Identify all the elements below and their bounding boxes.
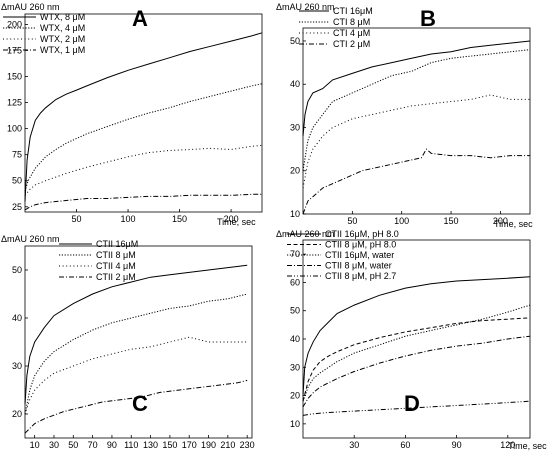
x-tick-label: 50 <box>72 214 82 224</box>
x-tick-label: 210 <box>220 440 235 450</box>
plot-frame <box>302 27 531 215</box>
series-line-2 <box>24 83 263 192</box>
series-line-3 <box>24 144 263 196</box>
y-tick-label: 125 <box>7 98 22 108</box>
x-axis-label: Time, sec <box>494 219 533 229</box>
panel-c: 20 30 40 50 10 30 50 70 90 110 130 150 170 190 210 230 Δ… <box>1 234 255 450</box>
plot-frame <box>24 13 263 213</box>
legend-label: CTI 16μM <box>333 6 373 16</box>
series-line-4 <box>24 193 262 211</box>
x-tick-label: 150 <box>172 214 187 224</box>
y-tick-label: 40 <box>290 334 300 344</box>
legend-label: CTI 2 μM <box>333 39 370 49</box>
y-tick-label: 30 <box>12 361 22 371</box>
x-tick-label: 100 <box>121 214 136 224</box>
x-tick-label: 170 <box>182 440 197 450</box>
y-tick-label: 50 <box>290 36 300 46</box>
x-tick-label: 50 <box>68 440 78 450</box>
y-tick-label: 50 <box>290 306 300 316</box>
y-tick-label: 20 <box>290 166 300 176</box>
y-tick-label: 10 <box>290 209 300 219</box>
y-tick-label: 40 <box>12 313 22 323</box>
legend-label: CTII 16μM, pH 8.0 <box>325 229 399 239</box>
panel-letter: D <box>404 391 420 416</box>
y-tick-label: 50 <box>12 176 22 186</box>
y-tick-label: 20 <box>12 409 22 419</box>
legend-label: WTX, 1 μM <box>40 45 85 55</box>
y-axis-label: ΔmAU 260 nm <box>276 2 335 12</box>
x-tick-label: 30 <box>349 440 359 450</box>
series-line-1 <box>24 264 248 405</box>
x-tick-label: 100 <box>394 216 409 226</box>
y-axis-label: ΔmAU 260 nm <box>1 2 60 12</box>
y-tick-label: 50 <box>12 265 22 275</box>
y-axis-label: ΔmAU 260 nm <box>1 234 60 244</box>
legend-label: CTII 8 μM, pH 2.7 <box>325 271 396 281</box>
series-line-1 <box>24 32 263 202</box>
x-tick-label: 60 <box>400 440 410 450</box>
x-axis-label: Time, sec <box>508 441 547 451</box>
y-tick-label: 25 <box>12 202 22 212</box>
x-tick-label: 90 <box>452 440 462 450</box>
x-tick-label: 120 <box>500 440 515 450</box>
series-line-4 <box>302 148 530 215</box>
x-tick-label: 150 <box>444 216 459 226</box>
legend-label: CTII 8 μM, pH 8.0 <box>325 240 396 250</box>
series-line-2 <box>302 49 531 171</box>
y-tick-label: 75 <box>12 150 22 160</box>
series-line-2 <box>302 317 531 402</box>
x-tick-label: 30 <box>49 440 59 450</box>
legend-label: CTI 8 μM <box>333 17 370 27</box>
panel-letter: A <box>132 6 148 31</box>
y-tick-label: 100 <box>7 124 22 134</box>
x-tick-label: 110 <box>124 440 138 450</box>
y-tick-label: 20 <box>290 391 300 401</box>
series-line-1 <box>302 276 531 396</box>
x-tick-label: 200 <box>493 216 508 226</box>
y-tick-label: 40 <box>290 79 300 89</box>
series-line-4 <box>302 335 531 408</box>
series-line-4 <box>24 379 248 434</box>
legend-label: CTI 4 μM <box>333 28 370 38</box>
legend-label: WTX, 2 μM <box>40 34 85 44</box>
series-line-1 <box>302 40 531 137</box>
x-axis-label: Time, sec <box>217 217 256 227</box>
series-line-2 <box>24 293 248 415</box>
y-tick-label: 30 <box>290 122 300 132</box>
y-tick-label: 200 <box>7 19 22 29</box>
series-line-3 <box>302 94 530 189</box>
legend-label: CTII 4 μM <box>96 261 136 271</box>
series-line-5 <box>302 400 531 416</box>
y-tick-label: 30 <box>290 362 300 372</box>
legend-label: CTII 8 μM <box>96 250 136 260</box>
legend-label: CTII 16μM, water <box>325 250 394 260</box>
panel-letter: C <box>132 391 148 416</box>
y-tick-label: 70 <box>290 249 300 259</box>
legend-label: CTII 2 μM <box>96 272 136 282</box>
panel-letter: B <box>420 6 436 31</box>
x-tick-label: 90 <box>107 440 117 450</box>
x-tick-label: 200 <box>224 214 239 224</box>
x-tick-label: 230 <box>240 440 255 450</box>
x-tick-label: 50 <box>347 216 357 226</box>
series-line-3 <box>302 304 531 402</box>
y-tick-label: 60 <box>290 277 300 287</box>
y-tick-label: 150 <box>7 72 22 82</box>
x-tick-label: 130 <box>143 440 158 450</box>
panel-b: 10 20 30 40 50 50 100 150 200 ΔmAU 260 nm Time, se… <box>276 2 533 229</box>
legend-label: WTX, 4 μM <box>40 23 85 33</box>
x-tick-label: 150 <box>162 440 177 450</box>
plot-frame <box>24 245 253 439</box>
legend-label: CTII 16μM <box>96 239 138 249</box>
y-tick-label: 10 <box>290 419 300 429</box>
legend-label: CTII 8 μM, water <box>325 261 392 271</box>
x-tick-label: 190 <box>201 440 216 450</box>
x-tick-label: 10 <box>30 440 40 450</box>
legend-label: WTX, 8 μM <box>40 12 85 22</box>
x-tick-label: 70 <box>88 440 98 450</box>
